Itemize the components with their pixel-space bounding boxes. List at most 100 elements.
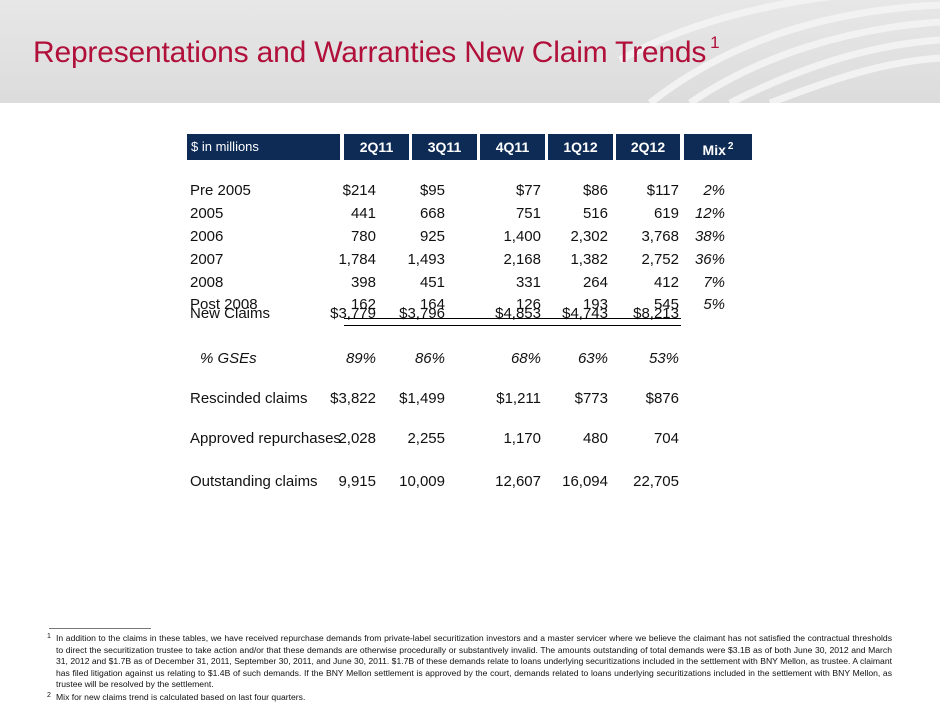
cell: $95 [419,182,445,199]
cell: 619 [653,205,679,222]
cell: 2,255 [407,430,445,447]
footnote-mark: 1 [47,633,51,640]
footnote-text: Mix for new claims trend is calculated b… [56,692,306,702]
cell: $4,853 [495,305,541,322]
cell: $117 [646,182,679,199]
cell: 398 [350,274,376,291]
cell: $77 [515,182,541,199]
gse-row: % GSEs 89% 86% 68% 63% 53% [0,348,940,370]
cell: 126 [515,296,541,313]
footnote-1: 1 In addition to the claims in these tab… [47,633,892,691]
mix-cell: 5% [703,296,725,313]
total-underline [344,325,681,326]
total-rule [344,318,681,319]
cell: 412 [653,274,679,291]
cell: $1,211 [496,390,541,407]
table-row: 2008 398 451 331 264 412 7% [0,272,940,294]
rescinded-row: Rescinded claims $3,822 $1,499 $1,211 $7… [0,388,940,410]
cell: 89% [345,350,376,367]
cell: 164 [419,296,445,313]
footnote-divider [49,628,151,629]
cell: $4,743 [562,305,608,322]
cell: 451 [419,274,445,291]
page-title: Representations and Warranties New Claim… [33,33,720,69]
title-footnote-mark: 1 [710,33,720,52]
cell: 516 [582,205,608,222]
row-label: Outstanding claims [190,473,318,490]
col-header: 3Q11 [412,134,477,160]
col-header: 2Q12 [616,134,680,160]
row-label: Post 2008 [190,296,258,313]
row-label: Rescinded claims [190,390,308,407]
cell: 1,784 [338,251,376,268]
cell: 704 [653,430,679,447]
cell: $214 [342,182,376,199]
footnote-mark: 2 [47,692,51,699]
cell: 331 [515,274,541,291]
cell: $3,822 [330,390,376,407]
cell: 264 [582,274,608,291]
table-row: 2007 1,784 1,493 2,168 1,382 2,752 36% [0,249,940,271]
footnote-text: In addition to the claims in these table… [56,633,892,690]
cell: 2,302 [570,228,608,245]
table-row: Pre 2005 $214 $95 $77 $86 $117 2% [0,180,940,202]
cell: 63% [577,350,608,367]
cell: 1,493 [407,251,445,268]
mix-footnote-mark: 2 [727,141,734,152]
cell: 12,607 [495,473,541,490]
header-band: Representations and Warranties New Claim… [0,0,940,103]
cell: 53% [648,350,679,367]
cell: 1,400 [503,228,541,245]
unit-label: $ in millions [187,134,340,160]
cell: $3,796 [399,305,445,322]
cell: 193 [582,296,608,313]
cell: 22,705 [633,473,679,490]
row-label: 2008 [190,274,224,291]
row-label: 2005 [190,205,224,222]
cell: $3,779 [330,305,376,322]
outstanding-row: Outstanding claims 9,915 10,009 12,607 1… [0,471,940,493]
cell: 545 [653,296,679,313]
row-label: 2007 [190,251,224,268]
mix-cell: 2% [703,182,725,199]
table-row: 2005 441 668 751 516 619 12% [0,203,940,225]
cell: 780 [350,228,376,245]
cell: $1,499 [399,390,445,407]
cell: 2,752 [641,251,679,268]
cell: 441 [350,205,376,222]
cell: $773 [574,390,608,407]
new-claims-row: New Claims $3,779 $3,796 $4,853 $4,743 $… [0,305,940,327]
row-label: New Claims [190,305,271,322]
mix-cell: 36% [694,251,725,268]
mix-cell: 38% [694,228,725,245]
cell: 1,382 [570,251,608,268]
cell: 480 [582,430,608,447]
cell: $876 [645,390,679,407]
row-label: Approved repurchases [190,430,341,447]
cell: 86% [414,350,445,367]
cell: 751 [515,205,541,222]
cell: 10,009 [399,473,445,490]
col-header: 1Q12 [548,134,613,160]
cell: 16,094 [562,473,608,490]
mix-cell: 7% [703,274,725,291]
cell: 2,168 [503,251,541,268]
cell: 2,028 [338,430,376,447]
cell: 668 [419,205,445,222]
table-row: 2006 780 925 1,400 2,302 3,768 38% [0,226,940,248]
cell: $8,213 [633,305,679,322]
cell: 9,915 [338,473,376,490]
cell: 925 [419,228,445,245]
cell: 1,170 [503,430,541,447]
table-row: Post 2008 162 164 126 193 545 5% [0,294,940,316]
row-label: Pre 2005 [190,182,251,199]
col-header: 2Q11 [344,134,409,160]
cell: 68% [510,350,541,367]
approved-row: Approved repurchases 2,028 2,255 1,170 4… [0,428,940,450]
cell: 3,768 [641,228,679,245]
mix-cell: 12% [694,205,725,222]
mix-header: Mix 2 [684,134,752,160]
cell: 162 [350,296,376,313]
row-label: % GSEs [200,350,257,367]
col-header: 4Q11 [480,134,545,160]
